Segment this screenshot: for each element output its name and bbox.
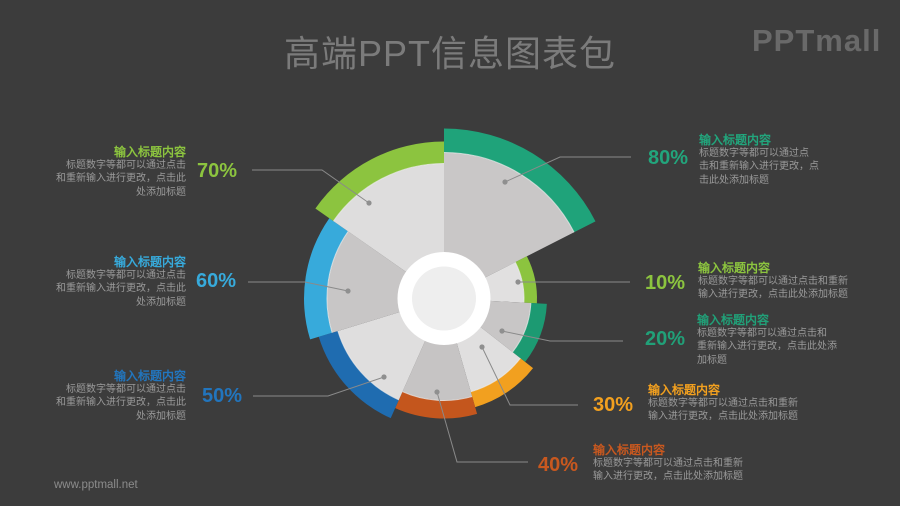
- label-title: 输入标题内容: [648, 383, 721, 397]
- label-20: 输入标题内容 标题数字等都可以通过点击和 重新输入进行更改，点击此处添 加标题: [697, 313, 887, 367]
- percent-70: 70%: [197, 160, 238, 182]
- label-body: 标题数字等都可以通过点击和重新 输入进行更改，点击此处添加标题: [698, 275, 888, 302]
- leader-line-20: [501, 330, 623, 342]
- band-70: [315, 141, 444, 222]
- seam-80: [443, 152, 575, 233]
- label-50: 输入标题内容 标题数字等都可以通过点击 和重新输入进行更改，点击此 处添加标题: [16, 369, 186, 423]
- percent-10: 10%: [645, 272, 686, 294]
- seam-20: [512, 303, 532, 353]
- label-body-line: 加标题: [697, 354, 727, 366]
- label-body-line: 标题数字等都可以通过点击和重新: [648, 398, 798, 409]
- label-body-line: 击和重新输入进行更改，点: [699, 161, 819, 173]
- label-body-line: 输入进行更改，点击此处添加标题: [648, 411, 798, 423]
- leader-line-80: [504, 156, 631, 183]
- seam-30: [470, 357, 521, 393]
- label-body-line: 标题数字等都可以通过点击: [66, 270, 186, 281]
- leader-dot-70: [366, 200, 372, 206]
- label-body: 标题数字等都可以通过点 击和重新输入进行更改，点 击此处添加标题: [699, 147, 889, 187]
- label-body: 标题数字等都可以通过点击和重新 输入进行更改，点击此处添加标题: [593, 457, 783, 484]
- label-title: 输入标题内容: [113, 145, 186, 159]
- label-title: 输入标题内容: [698, 261, 771, 275]
- label-body-line: 标题数字等都可以通过点: [699, 148, 809, 159]
- label-title: 输入标题内容: [593, 443, 666, 457]
- leader-dot-20: [499, 328, 505, 334]
- leader-line-70: [252, 169, 370, 204]
- label-30: 输入标题内容 标题数字等都可以通过点击和重新 输入进行更改，点击此处添加标题: [648, 383, 838, 424]
- label-body-line: 标题数字等都可以通过点击和重新: [698, 276, 848, 287]
- wedge-80: [444, 152, 575, 299]
- label-title: 输入标题内容: [699, 133, 772, 147]
- label-body-line: 和重新输入进行更改，点击此: [56, 397, 186, 409]
- label-body: 标题数字等都可以通过点击和重新 输入进行更改，点击此处添加标题: [648, 397, 838, 424]
- label-body-line: 处添加标题: [136, 186, 186, 198]
- footer-url: www.pptmall.net: [54, 479, 138, 491]
- percent-50: 50%: [202, 385, 243, 407]
- leader-line-60: [248, 281, 349, 292]
- leader-dot-80: [502, 179, 508, 185]
- leader-line-40: [436, 391, 528, 463]
- band-20: [512, 303, 547, 362]
- label-body-line: 标题数字等都可以通过点击: [66, 160, 186, 171]
- label-body-line: 标题数字等都可以通过点击和重新: [593, 458, 743, 469]
- label-80: 输入标题内容 标题数字等都可以通过点 击和重新输入进行更改，点 击此处添加标题: [699, 133, 889, 187]
- percent-20: 20%: [645, 328, 686, 350]
- leader-line-30: [481, 346, 578, 406]
- leader-dot-40: [434, 389, 440, 395]
- percent-60: 60%: [196, 270, 237, 292]
- label-body-line: 输入进行更改，点击此处添加标题: [593, 471, 743, 483]
- label-body: 标题数字等都可以通过点击和 重新输入进行更改，点击此处添 加标题: [697, 327, 887, 367]
- label-body-line: 和重新输入进行更改，点击此: [56, 283, 186, 295]
- label-body: 标题数字等都可以通过点击 和重新输入进行更改，点击此 处添加标题: [16, 159, 186, 199]
- label-40: 输入标题内容 标题数字等都可以通过点击和重新 输入进行更改，点击此处添加标题: [593, 443, 783, 484]
- center-disc: [412, 266, 476, 331]
- label-body: 标题数字等都可以通过点击 和重新输入进行更改，点击此 处添加标题: [16, 383, 186, 423]
- label-body-line: 标题数字等都可以通过点击: [66, 384, 186, 395]
- band-60: [304, 218, 349, 340]
- percent-40: 40%: [538, 454, 579, 476]
- label-body: 标题数字等都可以通过点击 和重新输入进行更改，点击此 处添加标题: [16, 269, 186, 309]
- label-70: 输入标题内容 标题数字等都可以通过点击 和重新输入进行更改，点击此 处添加标题: [16, 145, 186, 199]
- pptmall-logo: PPTmall: [752, 23, 882, 58]
- label-title: 输入标题内容: [113, 255, 186, 269]
- leader-dot-60: [345, 288, 351, 294]
- seam-70: [333, 163, 445, 222]
- label-title: 输入标题内容: [113, 369, 186, 383]
- percent-30: 30%: [593, 394, 634, 416]
- leader-dot-10: [515, 279, 521, 285]
- band-40: [395, 391, 478, 419]
- label-body-line: 重新输入进行更改，点击此处添: [697, 341, 837, 353]
- band-10: [515, 256, 538, 304]
- label-body-line: 输入进行更改，点击此处添加标题: [698, 289, 848, 301]
- leader-line-50: [253, 376, 385, 397]
- leader-dot-30: [479, 344, 485, 350]
- label-body-line: 和重新输入进行更改，点击此: [56, 173, 186, 185]
- seam-60: [326, 231, 349, 333]
- label-60: 输入标题内容 标题数字等都可以通过点击 和重新输入进行更改，点击此 处添加标题: [16, 255, 186, 309]
- label-body-line: 处添加标题: [136, 296, 186, 308]
- seam-50: [337, 330, 400, 401]
- percent-80: 80%: [648, 147, 689, 169]
- label-10: 输入标题内容 标题数字等都可以通过点击和重新 输入进行更改，点击此处添加标题: [698, 261, 888, 302]
- page-title: 高端PPT信息图表包: [283, 33, 616, 74]
- label-body-line: 处添加标题: [136, 410, 186, 422]
- seam-40: [402, 391, 473, 401]
- label-body-line: 击此处添加标题: [699, 174, 769, 186]
- leader-dot-50: [381, 374, 387, 380]
- band-30: [470, 358, 534, 408]
- label-title: 输入标题内容: [697, 313, 770, 327]
- wedge-40: [402, 298, 473, 401]
- label-body-line: 标题数字等都可以通过点击和: [697, 328, 827, 339]
- band-50: [318, 330, 399, 419]
